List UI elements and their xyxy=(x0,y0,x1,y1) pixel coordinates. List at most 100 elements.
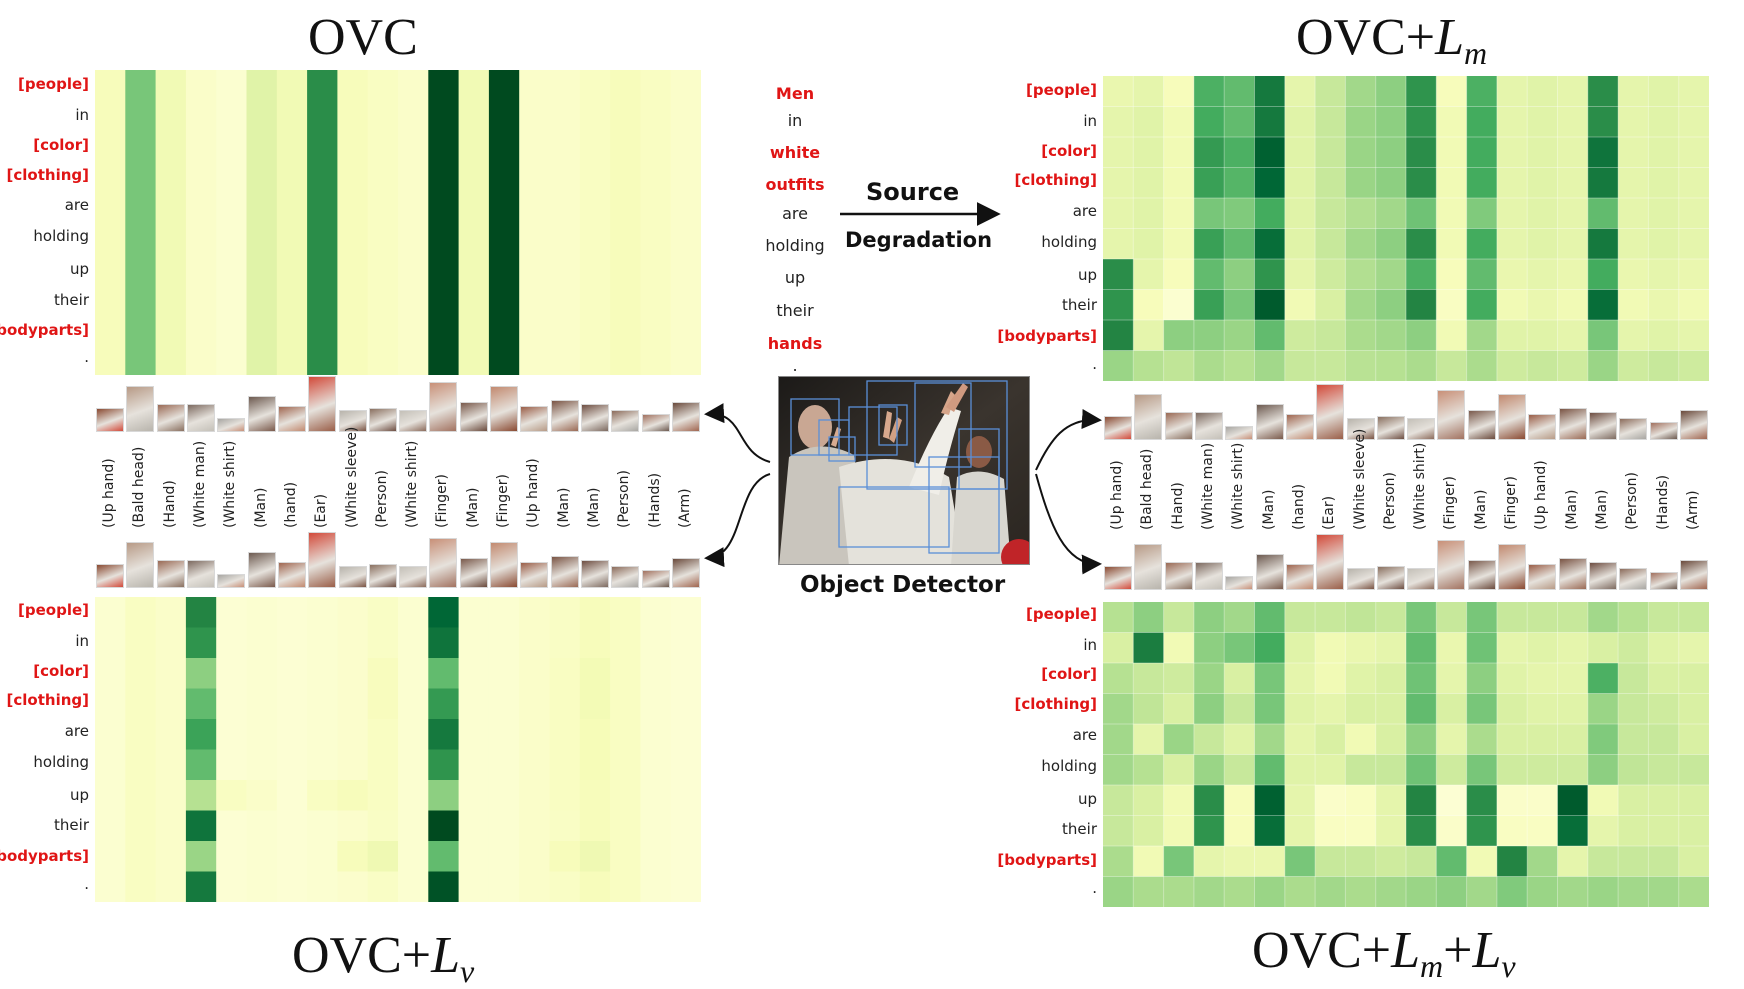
heatmap-cell xyxy=(1345,815,1377,847)
heatmap-cell xyxy=(125,131,157,162)
heatmap-cell xyxy=(1345,632,1377,664)
heatmap-cell xyxy=(640,871,672,902)
heatmap-cell xyxy=(1315,876,1346,907)
heatmap-cell xyxy=(610,222,641,254)
region-thumbnail xyxy=(550,400,579,432)
heatmap-cell xyxy=(1587,228,1619,260)
heatmap-cell xyxy=(1648,259,1680,290)
heatmap-cell xyxy=(185,810,217,842)
heatmap-cell xyxy=(1406,602,1437,633)
heatmap-cell xyxy=(95,131,126,162)
heatmap-cell xyxy=(276,70,308,101)
heatmap-cell xyxy=(1678,785,1709,816)
heatmap-cell xyxy=(246,344,278,375)
heatmap-cell xyxy=(519,871,550,902)
region-thumbnail xyxy=(277,406,306,432)
region-thumbnail xyxy=(96,564,125,588)
heatmap-cell xyxy=(1527,76,1558,107)
heatmap-cell xyxy=(1557,846,1589,877)
heatmap-cell xyxy=(488,780,520,811)
heatmap-cell xyxy=(1103,228,1134,260)
source-word: outfits xyxy=(765,175,825,194)
region-thumbnail xyxy=(671,402,700,432)
heatmap-cell xyxy=(488,222,520,254)
heatmap-cell xyxy=(1254,350,1286,381)
heatmap-cell xyxy=(1527,815,1558,847)
heatmap-cell xyxy=(1163,785,1195,816)
object-detector-label: Object Detector xyxy=(800,572,1006,598)
heatmap-cell xyxy=(549,810,581,842)
arrow-to-right-top xyxy=(1035,409,1102,471)
heatmap-cell xyxy=(428,70,460,101)
heatmap-cell xyxy=(428,841,460,872)
heatmap-cell xyxy=(1284,876,1316,907)
heatmap-cell xyxy=(1163,259,1195,290)
heatmap-grid xyxy=(1103,602,1709,907)
heatmap-cell xyxy=(1436,106,1468,138)
region-thumbnail xyxy=(126,386,155,432)
title-ovc-lm-sub: m xyxy=(1464,35,1488,71)
heatmap-cell xyxy=(216,253,247,284)
row-label: up xyxy=(1077,266,1097,284)
heatmap-cell xyxy=(337,749,369,781)
heatmap-cell xyxy=(1375,106,1407,138)
heatmap-cell xyxy=(246,658,278,689)
heatmap-cell xyxy=(1163,724,1195,755)
heatmap-cell xyxy=(276,688,308,720)
heatmap-cell xyxy=(1557,602,1589,633)
heatmap-cell xyxy=(1557,289,1589,321)
heatmap-cell xyxy=(579,597,611,628)
region-thumbnail xyxy=(187,560,216,588)
heatmap-cell xyxy=(1284,754,1316,786)
title-ovc: OVC xyxy=(308,12,418,64)
heatmap-cell xyxy=(1254,228,1286,260)
heatmap-cell xyxy=(1224,198,1255,229)
heatmap-cell xyxy=(1103,754,1134,786)
heatmap-cell xyxy=(1648,76,1680,107)
heatmap-cell xyxy=(1648,663,1680,694)
heatmap-cell xyxy=(1284,785,1316,816)
heatmap-cell xyxy=(1436,876,1468,907)
heatmap-cell xyxy=(1163,167,1195,199)
heatmap-cell xyxy=(185,780,217,811)
heatmap-cell xyxy=(185,658,217,689)
heatmap-cell xyxy=(1103,846,1134,877)
region-thumbnail xyxy=(217,574,246,588)
heatmap-cell xyxy=(488,100,520,132)
heatmap-cell xyxy=(458,688,490,720)
heatmap-cell xyxy=(216,192,247,223)
heatmap-cell xyxy=(519,131,550,162)
heatmap-cell xyxy=(1315,228,1346,260)
heatmap-cell xyxy=(428,222,460,254)
region-thumbnail xyxy=(1164,412,1193,440)
heatmap-cell xyxy=(1193,663,1225,694)
heatmap-cell xyxy=(519,283,550,315)
heatmap-cell xyxy=(458,627,490,659)
heatmap-cell xyxy=(367,810,399,842)
heatmap-cell xyxy=(640,131,672,162)
region-thumbnail xyxy=(611,566,640,588)
heatmap-cell xyxy=(1254,602,1286,633)
heatmap-cell xyxy=(185,719,217,750)
heatmap-cell xyxy=(610,597,641,628)
heatmap-cell xyxy=(1466,724,1498,755)
heatmap-cell xyxy=(125,780,157,811)
heatmap-cell xyxy=(125,192,157,223)
heatmap-cell xyxy=(95,253,126,284)
heatmap-cell xyxy=(125,222,157,254)
heatmap-cell xyxy=(1163,876,1195,907)
heatmap-cell xyxy=(307,131,338,162)
region-thumbnail xyxy=(1225,426,1254,440)
source-word: their xyxy=(776,301,814,320)
row-label: are xyxy=(1072,726,1097,744)
row-label: are xyxy=(64,196,89,214)
heatmap-cell xyxy=(1224,320,1255,351)
heatmap-cell xyxy=(579,658,611,689)
region-thumbnail xyxy=(1528,414,1557,440)
heatmap-cell xyxy=(276,658,308,689)
heatmap-cell xyxy=(1648,289,1680,321)
heatmap-cell xyxy=(610,344,641,375)
heatmap-cell xyxy=(1678,137,1709,168)
heatmap-cell xyxy=(488,161,520,193)
heatmap-cell xyxy=(1678,754,1709,786)
